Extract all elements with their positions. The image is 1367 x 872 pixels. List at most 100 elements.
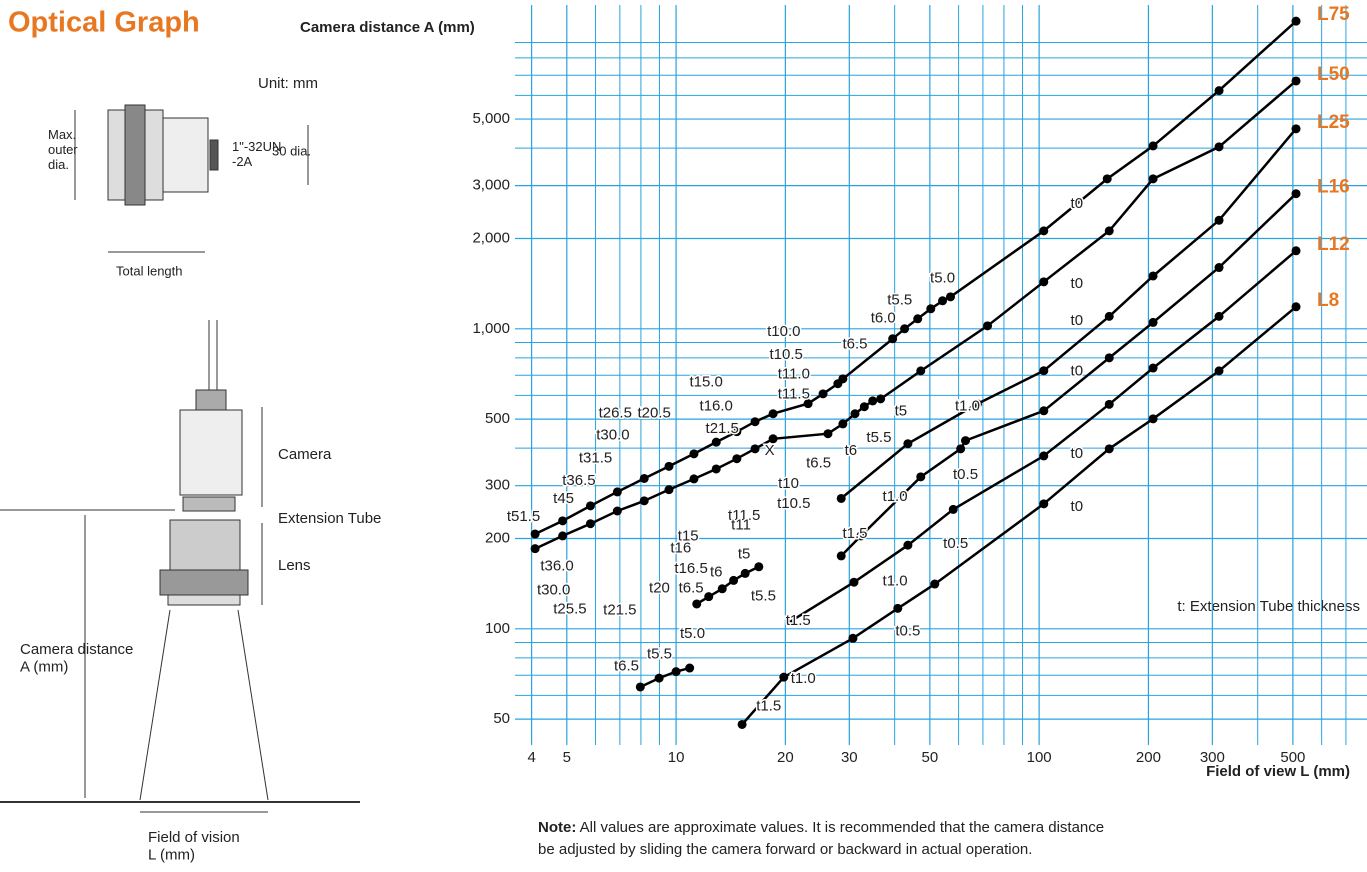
series-label: L8 (1317, 290, 1339, 311)
data-point (1039, 226, 1049, 236)
camera-label: Camera (278, 446, 332, 463)
data-point (1039, 499, 1049, 509)
data-point (1214, 311, 1224, 321)
data-point (930, 579, 940, 589)
data-point (1214, 142, 1224, 152)
y-tick-label: 50 (493, 710, 510, 727)
annotation: t0.5 (943, 535, 968, 552)
data-point (530, 529, 540, 539)
data-point (1148, 363, 1158, 373)
data-point (1104, 226, 1114, 236)
data-point (1148, 271, 1158, 281)
data-point (903, 540, 913, 550)
data-point (1104, 311, 1114, 321)
data-point (1291, 76, 1301, 86)
annotation: t10 (778, 475, 799, 492)
annotation: t5.5 (751, 588, 776, 605)
annotation: t6.5 (614, 657, 639, 674)
annotation: t21.5 (603, 602, 636, 619)
x-tick-label: 50 (922, 749, 939, 766)
annotation: t11.5 (778, 386, 810, 403)
annotation: t6.0 (871, 310, 896, 327)
series-label: L50 (1317, 64, 1350, 85)
data-point (768, 409, 778, 419)
annotation: t10.5 (769, 346, 802, 363)
y-tick-label: 500 (485, 410, 510, 427)
series-line (534, 20, 1297, 536)
annotation: t5.0 (930, 270, 955, 287)
x-tick-label: 10 (668, 749, 685, 766)
y-tick-label: 2,000 (472, 229, 510, 246)
data-point (664, 461, 674, 471)
legend-note: t: Extension Tube thickness (1177, 598, 1360, 615)
data-point (849, 577, 859, 587)
data-point (823, 429, 833, 439)
data-point (888, 334, 898, 344)
lens-label: Lens (278, 557, 311, 574)
series-line (639, 192, 1297, 689)
data-point (558, 531, 568, 541)
data-point (585, 501, 595, 511)
annotation: t0 (1071, 195, 1084, 212)
data-point (530, 544, 540, 554)
data-point (1148, 141, 1158, 151)
x-tick-label: 200 (1136, 749, 1161, 766)
data-point (1148, 317, 1158, 327)
data-point (859, 402, 869, 412)
data-point (711, 437, 721, 447)
data-point (768, 434, 778, 444)
data-point (903, 439, 913, 449)
y-axis-title: Camera distance A (mm) (300, 19, 475, 36)
data-point (654, 673, 664, 683)
data-point (1214, 366, 1224, 376)
annotation: t21.5 (706, 420, 739, 437)
annotation: t6 (710, 564, 723, 581)
annotation: t1.0 (883, 488, 908, 505)
data-point (926, 304, 936, 314)
annotation: t0 (1071, 275, 1084, 292)
grid (515, 5, 1367, 745)
data-point (961, 436, 971, 446)
annotation: t30.0 (596, 427, 629, 444)
annotation: t16.0 (700, 398, 733, 415)
data-point (856, 531, 866, 541)
y-tick-label: 200 (485, 529, 510, 546)
y-tick-label: 100 (485, 620, 510, 637)
data-point (1214, 263, 1224, 273)
data-point (1291, 246, 1301, 256)
data-point (689, 449, 699, 459)
page-title: Optical Graph (8, 7, 200, 39)
data-point (1148, 174, 1158, 184)
annotation: t11 (731, 516, 751, 533)
annotation: t45 (553, 490, 574, 507)
data-point (893, 603, 903, 613)
annotation: t5.5 (866, 429, 891, 446)
data-point (913, 314, 923, 324)
data-point (585, 519, 595, 529)
annotation: t20 (649, 580, 670, 597)
annotation: t51.5 (507, 508, 540, 525)
x-tick-label: 300 (1200, 749, 1225, 766)
data-point (1039, 366, 1049, 376)
annotation: t0.5 (895, 622, 920, 639)
x-tick-label: 4 (527, 749, 535, 766)
annotation: t36.0 (540, 558, 573, 575)
data-point (786, 616, 796, 626)
y-tick-label: 300 (485, 477, 510, 494)
lens-diagram (0, 104, 360, 813)
data-point (1104, 444, 1114, 454)
data-point (1291, 124, 1301, 134)
annotation: t1.0 (883, 572, 908, 589)
data-point (818, 389, 828, 399)
annotation: t0 (1071, 312, 1084, 329)
data-point (1291, 189, 1301, 199)
annotation: t6.5 (679, 580, 704, 597)
annotation: t16.5 (674, 560, 707, 577)
data-point (717, 584, 727, 594)
data-point (704, 592, 714, 602)
data-point (732, 454, 742, 464)
x-tick-label: 5 (563, 749, 571, 766)
total-length-label: Total length (116, 263, 183, 278)
data-point (750, 444, 760, 454)
x-tick-label: 20 (777, 749, 794, 766)
